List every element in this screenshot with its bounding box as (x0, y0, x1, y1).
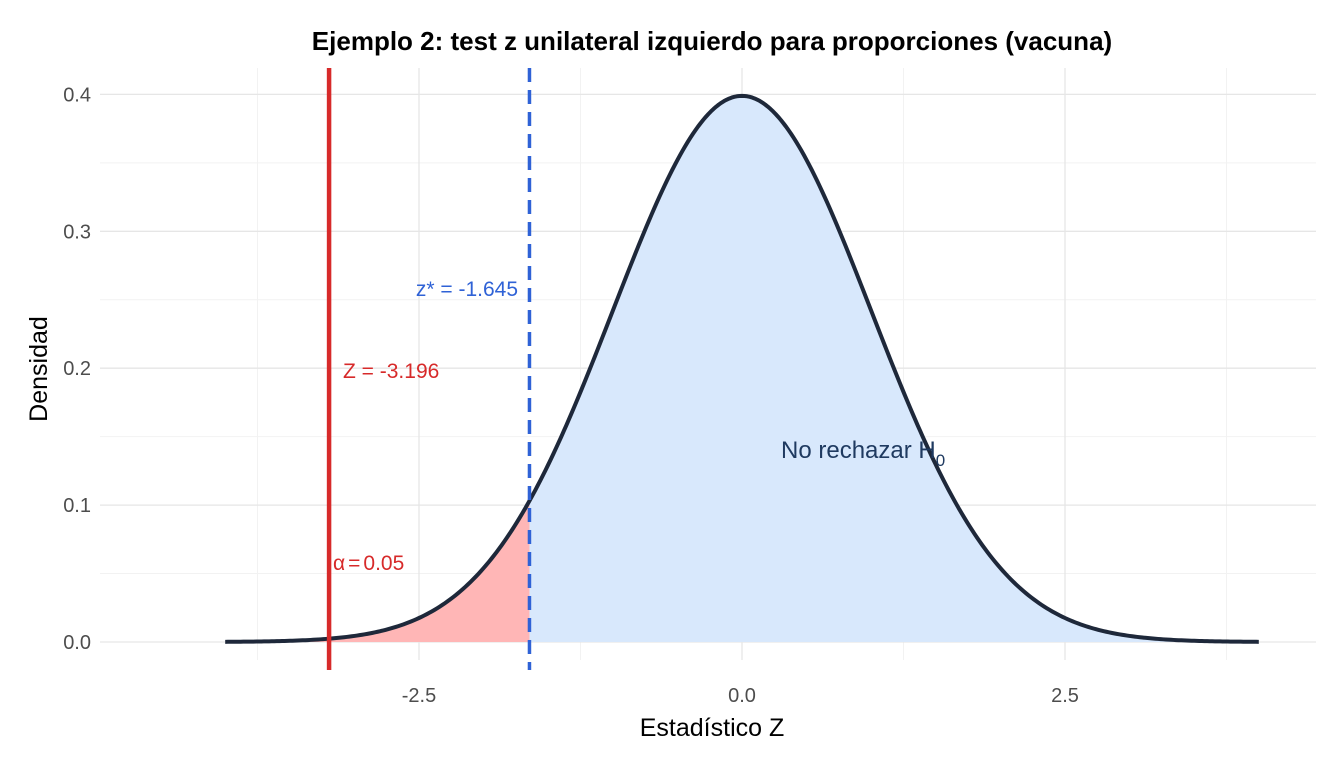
alpha-equals: = (348, 552, 360, 575)
y-tick-label: 0.3 (63, 221, 91, 243)
y-tick-label: 0.1 (63, 495, 91, 517)
x-tick-label: -2.5 (402, 685, 436, 707)
region-label: No rechazar H0 (781, 437, 945, 470)
density-curve (225, 93, 1259, 644)
test-statistic-label: Z = -3.196 (343, 360, 439, 383)
critical-value-label: z* = -1.645 (416, 278, 518, 301)
region-label-text: No rechazar H (781, 437, 936, 464)
y-axis-title: Densidad (25, 316, 53, 422)
y-tick-label: 0.4 (63, 84, 91, 106)
curve-layer (225, 93, 1259, 644)
alpha-symbol: α (333, 552, 345, 575)
alpha-label: α = 0.05 (333, 552, 404, 575)
y-tick-label: 0.2 (63, 358, 91, 380)
alpha-value: 0.05 (363, 552, 404, 575)
acceptance-region (529, 95, 1259, 643)
x-tick-label: 2.5 (1051, 685, 1079, 707)
chart-title: Ejemplo 2: test z unilateral izquierdo p… (312, 26, 1112, 56)
region-label-subscript: 0 (936, 451, 945, 470)
reference-lines (326, 68, 532, 670)
x-axis-title: Estadístico Z (640, 714, 785, 742)
tick-labels: -2.5 0.0 2.5 0.0 0.1 0.2 0.3 0.4 (63, 84, 1079, 707)
y-tick-label: 0.0 (63, 632, 91, 654)
regions (225, 95, 1259, 643)
x-tick-label: 0.0 (728, 685, 756, 707)
rejection-region (225, 500, 530, 642)
